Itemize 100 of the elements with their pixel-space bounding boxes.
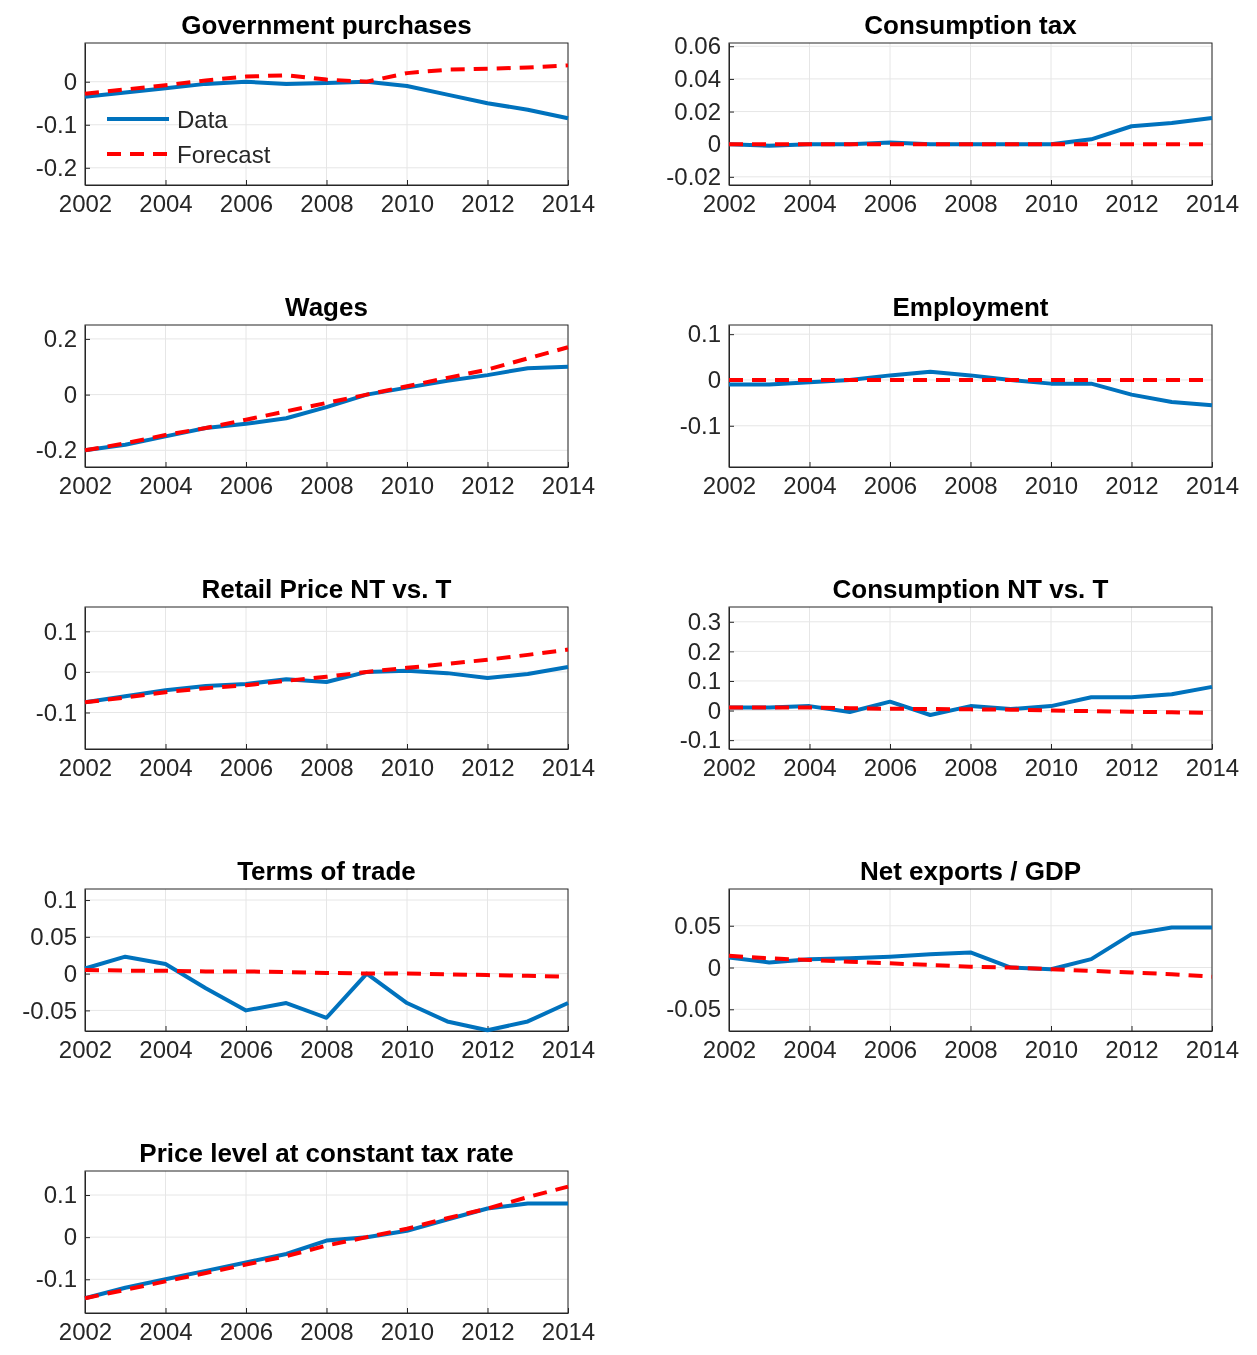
y-tick-label: 0.1 bbox=[687, 320, 721, 348]
x-tick-label: 2002 bbox=[58, 190, 113, 218]
x-tick-label: 2008 bbox=[944, 190, 998, 218]
y-tick-label: 0 bbox=[63, 1223, 77, 1251]
x-tick-label: 2004 bbox=[783, 1036, 837, 1064]
y-tick-label: -0.1 bbox=[35, 698, 77, 726]
y-tick-label: 0.05 bbox=[674, 911, 721, 939]
x-tick-label: 2006 bbox=[863, 190, 918, 218]
x-tick-label: 2002 bbox=[58, 472, 113, 500]
x-tick-label: 2010 bbox=[380, 754, 435, 782]
x-tick-label: 2012 bbox=[461, 472, 515, 500]
x-tick-label: 2002 bbox=[702, 190, 757, 218]
y-tick-label: 0 bbox=[707, 366, 721, 394]
x-tick-label: 2006 bbox=[219, 190, 274, 218]
x-tick-label: 2014 bbox=[541, 754, 596, 782]
x-tick-label: 2012 bbox=[1105, 754, 1159, 782]
chart-title: Government purchases bbox=[181, 10, 472, 40]
x-tick-label: 2014 bbox=[541, 1318, 596, 1346]
x-tick-label: 2014 bbox=[1185, 1036, 1240, 1064]
chart-title: Net exports / GDP bbox=[859, 856, 1082, 886]
chart-title: Consumption NT vs. T bbox=[832, 574, 1109, 604]
x-tick-label: 2010 bbox=[1024, 754, 1079, 782]
y-tick-label: -0.05 bbox=[666, 995, 721, 1023]
y-tick-label: 0 bbox=[707, 696, 721, 724]
legend-label: Forecast bbox=[177, 141, 271, 168]
y-tick-label: 0.06 bbox=[674, 32, 721, 60]
x-tick-label: 2006 bbox=[863, 754, 918, 782]
line-series bbox=[83, 647, 570, 705]
x-tick-label: 2010 bbox=[380, 190, 435, 218]
x-tick-label: 2012 bbox=[461, 1318, 515, 1346]
y-tick-label: -0.2 bbox=[35, 153, 77, 181]
x-tick-label: 2010 bbox=[380, 1318, 435, 1346]
x-tick-label: 2006 bbox=[219, 472, 274, 500]
x-tick-label: 2002 bbox=[702, 1036, 757, 1064]
x-tick-label: 2010 bbox=[1024, 472, 1079, 500]
x-tick-label: 2004 bbox=[139, 1036, 193, 1064]
x-tick-label: 2010 bbox=[380, 472, 435, 500]
y-tick-label: 0.3 bbox=[687, 607, 721, 635]
x-tick-label: 2008 bbox=[300, 1318, 354, 1346]
x-tick-label: 2014 bbox=[541, 472, 596, 500]
x-tick-label: 2002 bbox=[58, 1036, 113, 1064]
y-tick-label: 0 bbox=[63, 959, 77, 987]
x-tick-label: 2012 bbox=[1105, 472, 1159, 500]
y-tick-label: -0.2 bbox=[35, 436, 77, 464]
y-tick-label: 0 bbox=[63, 67, 77, 95]
y-tick-label: 0 bbox=[63, 658, 77, 686]
x-tick-label: 2006 bbox=[863, 472, 918, 500]
x-tick-label: 2008 bbox=[300, 472, 354, 500]
chart-title: Terms of trade bbox=[237, 856, 416, 886]
chart-title: Price level at constant tax rate bbox=[139, 1138, 514, 1168]
y-tick-label: -0.02 bbox=[666, 163, 721, 191]
y-tick-label: 0.2 bbox=[43, 325, 77, 353]
x-tick-label: 2004 bbox=[783, 190, 837, 218]
x-tick-label: 2002 bbox=[58, 1318, 113, 1346]
y-tick-label: 0.02 bbox=[674, 97, 721, 125]
y-tick-label: -0.1 bbox=[679, 411, 721, 439]
x-tick-label: 2002 bbox=[58, 754, 113, 782]
y-tick-label: -0.1 bbox=[35, 110, 77, 138]
x-tick-label: 2012 bbox=[461, 1036, 515, 1064]
x-tick-label: 2008 bbox=[944, 472, 998, 500]
chart-title: Employment bbox=[892, 292, 1049, 322]
x-tick-label: 2008 bbox=[300, 1036, 354, 1064]
y-tick-label: 0.1 bbox=[43, 886, 77, 914]
line-series bbox=[727, 953, 1214, 979]
x-tick-label: 2012 bbox=[461, 190, 515, 218]
y-tick-label: 0 bbox=[63, 380, 77, 408]
x-tick-label: 2006 bbox=[219, 1036, 274, 1064]
y-tick-label: 0.1 bbox=[43, 617, 77, 645]
x-tick-label: 2006 bbox=[863, 1036, 918, 1064]
line-series bbox=[83, 345, 570, 453]
x-tick-label: 2010 bbox=[1024, 1036, 1079, 1064]
x-tick-label: 2014 bbox=[1185, 472, 1240, 500]
y-tick-label: 0 bbox=[707, 130, 721, 158]
y-tick-label: 0.05 bbox=[30, 923, 77, 950]
x-tick-label: 2008 bbox=[300, 190, 354, 218]
x-tick-label: 2006 bbox=[219, 1318, 274, 1346]
y-tick-label: 0 bbox=[707, 953, 721, 981]
x-tick-label: 2014 bbox=[1185, 754, 1240, 782]
chart-title: Consumption tax bbox=[864, 10, 1078, 40]
line-series bbox=[83, 63, 570, 96]
x-tick-label: 2006 bbox=[219, 754, 274, 782]
x-tick-label: 2012 bbox=[1105, 190, 1159, 218]
x-tick-label: 2004 bbox=[783, 754, 837, 782]
y-tick-label: -0.1 bbox=[35, 1265, 77, 1293]
x-tick-label: 2010 bbox=[1024, 190, 1079, 218]
x-tick-label: 2010 bbox=[380, 1036, 435, 1064]
legend-label: Data bbox=[177, 106, 229, 133]
x-tick-label: 2008 bbox=[944, 1036, 998, 1064]
y-tick-label: 0.1 bbox=[43, 1181, 77, 1209]
chart-title: Wages bbox=[285, 292, 368, 322]
x-tick-label: 2014 bbox=[541, 190, 596, 218]
y-tick-label: -0.1 bbox=[679, 726, 721, 754]
y-tick-label: 0.1 bbox=[687, 667, 721, 695]
x-tick-label: 2014 bbox=[541, 1036, 596, 1064]
x-tick-label: 2002 bbox=[702, 754, 757, 782]
x-tick-label: 2004 bbox=[139, 1318, 193, 1346]
y-tick-label: 0.04 bbox=[674, 65, 721, 93]
x-tick-label: 2012 bbox=[461, 754, 515, 782]
chart-title: Retail Price NT vs. T bbox=[201, 574, 452, 604]
x-tick-label: 2004 bbox=[139, 754, 193, 782]
